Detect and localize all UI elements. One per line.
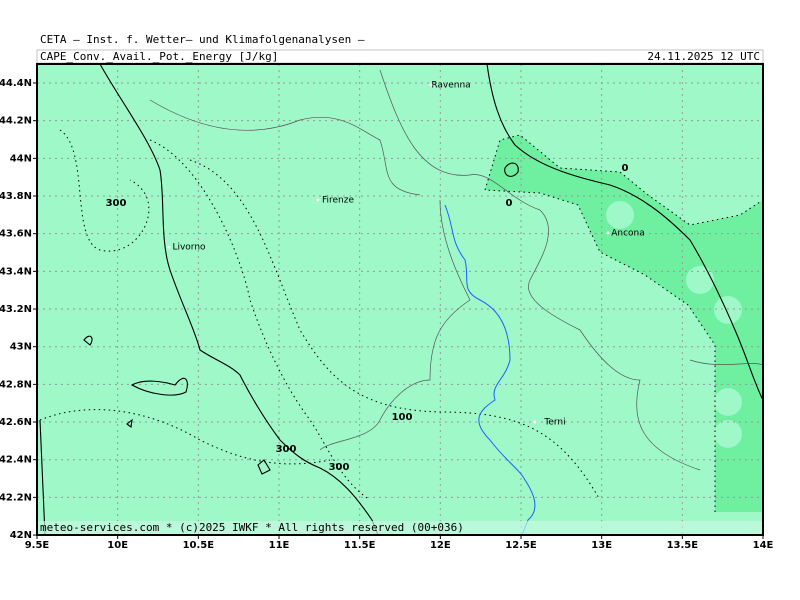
place-dot bbox=[316, 198, 320, 202]
lat-label: 43.8N bbox=[0, 191, 32, 202]
plot-area: meteo-services.com * (c)2025 IWKF * All … bbox=[36, 63, 764, 536]
place-label: Ravenna bbox=[431, 81, 470, 91]
place-label: Ancona bbox=[611, 229, 645, 239]
contour-100 bbox=[39, 159, 601, 501]
lon-label: 11E bbox=[269, 540, 290, 551]
map-frame bbox=[36, 63, 764, 536]
contour-300 bbox=[59, 129, 371, 501]
contour-label: 100 bbox=[392, 412, 413, 423]
place-label: Firenze bbox=[322, 196, 354, 206]
institute: CETA — Inst. f. Wetter— und Klimafolgena… bbox=[40, 33, 365, 46]
lat-label: 43.6N bbox=[0, 229, 32, 240]
islands bbox=[39, 335, 271, 536]
lon-label: 9.5E bbox=[25, 540, 50, 551]
lat-label: 42N bbox=[10, 530, 32, 541]
cape-hole bbox=[714, 420, 742, 448]
valid-time: 24.11.2025 12 UTC bbox=[647, 50, 760, 63]
tiber-river bbox=[444, 204, 536, 536]
place-label: Terni bbox=[543, 418, 565, 428]
cape-region bbox=[485, 135, 763, 512]
lon-label: 12.5E bbox=[505, 540, 537, 551]
lon-label: 11.5E bbox=[344, 540, 376, 551]
contour-label: 300 bbox=[276, 444, 297, 455]
san-marino bbox=[504, 162, 519, 177]
lat-label: 43.2N bbox=[0, 304, 32, 315]
cape-hole bbox=[686, 266, 714, 294]
place-dot bbox=[533, 420, 537, 424]
coastline bbox=[486, 63, 764, 401]
contour-0 bbox=[484, 134, 764, 512]
place-dot bbox=[167, 245, 171, 249]
contour-label: 0 bbox=[622, 163, 629, 174]
contour-label: 300 bbox=[106, 198, 127, 209]
lat-label: 43.4N bbox=[0, 266, 32, 277]
lon-label: 13E bbox=[591, 540, 612, 551]
coastline bbox=[99, 63, 379, 536]
lon-label: 12E bbox=[430, 540, 451, 551]
lat-label: 42.2N bbox=[0, 492, 32, 503]
lon-label: 10E bbox=[107, 540, 128, 551]
background-field bbox=[37, 64, 763, 535]
lat-label: 42.8N bbox=[0, 379, 32, 390]
footer-box bbox=[37, 521, 763, 534]
lat-label: 42.6N bbox=[0, 417, 32, 428]
place-dot bbox=[606, 231, 610, 235]
field-title: CAPE_Conv._Avail._Pot._Energy [J/kg] bbox=[40, 50, 278, 63]
contour-label: 0 bbox=[506, 198, 513, 209]
lat-label: 43N bbox=[10, 342, 32, 353]
lon-label: 14E bbox=[753, 540, 774, 551]
cape-hole bbox=[714, 296, 742, 324]
place-dot bbox=[429, 83, 433, 87]
contour-label: 300 bbox=[329, 462, 350, 473]
admin-borders bbox=[149, 69, 764, 471]
cape-hole bbox=[606, 201, 634, 229]
place-label: Livorno bbox=[172, 243, 206, 253]
lat-label: 44.2N bbox=[0, 116, 32, 127]
footer: meteo-services.com * (c)2025 IWKF * All … bbox=[40, 521, 464, 534]
lat-label: 44.4N bbox=[0, 78, 32, 89]
cape-hole bbox=[714, 388, 742, 416]
lon-label: 13.5E bbox=[667, 540, 699, 551]
lon-label: 10.5E bbox=[183, 540, 215, 551]
lat-label: 44N bbox=[10, 153, 32, 164]
lat-label: 42.4N bbox=[0, 455, 32, 466]
